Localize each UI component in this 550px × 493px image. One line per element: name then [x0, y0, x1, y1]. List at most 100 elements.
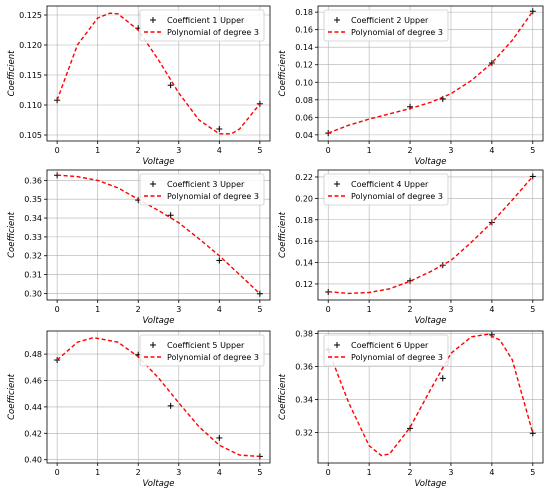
y-tick-label: 0.20 [295, 194, 313, 203]
legend-label: Polynomial of degree 3 [167, 28, 259, 37]
data-point-4 [529, 430, 536, 437]
legend-box [139, 173, 265, 206]
x-tick-label: 1 [367, 305, 372, 314]
y-tick-label: 0.46 [24, 377, 42, 386]
x-tick-label: 0 [55, 468, 60, 477]
y-tick-label: 0.42 [24, 429, 42, 438]
y-tick-label: 0.36 [295, 362, 313, 371]
legend-label: Polynomial of degree 3 [351, 192, 443, 201]
data-point-2 [167, 402, 174, 409]
subplot-1: 0 1 2 3 4 5 0.105 0.110 0.115 0.120 0.125 Voltage Co… [7, 5, 271, 167]
y-tick-label: 0.33 [24, 233, 42, 242]
y-tick-label: 0.14 [295, 43, 313, 52]
x-tick-label: 2 [136, 305, 141, 314]
plot-frame [46, 169, 271, 301]
x-tick-label: 2 [136, 146, 141, 155]
subplot-6: 0 1 2 3 4 5 0.32 0.34 0.36 0.38 Voltage Coefficient… [278, 329, 544, 489]
x-tick-label: 4 [217, 305, 222, 314]
y-tick-label: 0.120 [19, 41, 42, 50]
y-tick-label: 0.06 [295, 113, 313, 122]
subplot-4: 0 1 2 3 4 5 0.12 0.14 0.16 0.18 0.20 0.22 Voltage Coe… [278, 169, 544, 326]
x-tick-label: 1 [367, 468, 372, 477]
legend-label: Coefficient 2 Upper [351, 16, 429, 25]
x-tick-label: 0 [55, 305, 60, 314]
data-point-3 [488, 59, 495, 66]
x-axis-label: Voltage [142, 316, 174, 326]
legend: Coefficient 5 Upper Polynomial of degree … [139, 334, 265, 367]
plot-frame [46, 330, 271, 464]
legend: Coefficient 2 Upper Polynomial of degree … [323, 9, 449, 42]
data-point-2 [167, 82, 174, 89]
y-tick-label: 0.44 [24, 403, 42, 412]
data-point-4 [529, 8, 536, 15]
y-tick-label: 0.12 [295, 61, 313, 70]
subplot-3: 0 1 2 3 4 5 0.30 0.31 0.32 0.33 0.34 0.35 0.36 Voltag… [7, 169, 271, 326]
y-tick-label: 0.16 [295, 237, 313, 246]
y-tick-label: 0.34 [24, 214, 42, 223]
x-tick-label: 3 [176, 146, 181, 155]
legend: Coefficient 6 Upper Polynomial of degree … [323, 334, 449, 367]
y-axis-label: Coefficient [278, 50, 288, 97]
x-tick-label: 3 [176, 305, 181, 314]
x-tick-label: 5 [257, 305, 262, 314]
y-tick-label: 0.22 [295, 173, 313, 182]
fit-curve [57, 174, 261, 295]
y-tick-label: 0.125 [19, 11, 42, 20]
plot-frame [46, 5, 271, 142]
y-tick-label: 0.110 [19, 101, 42, 110]
y-tick-label: 0.48 [24, 350, 42, 359]
x-tick-label: 0 [326, 468, 331, 477]
x-tick-label: 1 [367, 146, 372, 155]
legend-box [139, 9, 265, 42]
legend: Coefficient 4 Upper Polynomial of degree … [323, 173, 449, 206]
legend: Coefficient 1 Upper Polynomial of degree … [139, 9, 265, 42]
x-tick-label: 0 [55, 146, 60, 155]
x-axis-label: Voltage [142, 157, 174, 167]
plot-frame [317, 5, 544, 142]
y-axis-label: Coefficient [7, 373, 17, 420]
legend-label: Coefficient 6 Upper [351, 341, 429, 350]
y-tick-label: 0.34 [295, 395, 313, 404]
x-tick-label: 0 [326, 305, 331, 314]
data-point-4 [529, 173, 536, 180]
fit-curve [327, 333, 534, 457]
y-axis-label: Coefficient [278, 373, 288, 420]
y-tick-label: 0.105 [19, 131, 42, 140]
y-axis-label: Coefficient [278, 211, 288, 258]
data-point-3 [216, 257, 223, 264]
y-tick-label: 0.08 [295, 96, 313, 105]
legend-label: Polynomial of degree 3 [351, 353, 443, 362]
x-tick-label: 1 [95, 468, 100, 477]
x-tick-label: 2 [136, 468, 141, 477]
x-tick-label: 4 [217, 146, 222, 155]
x-tick-label: 1 [95, 146, 100, 155]
x-axis-label: Voltage [414, 316, 446, 326]
legend-label: Coefficient 4 Upper [351, 180, 429, 189]
legend-label: Coefficient 5 Upper [167, 341, 245, 350]
x-tick-label: 3 [176, 468, 181, 477]
subplot-5: 0 1 2 3 4 5 0.40 0.42 0.44 0.46 0.48 Voltage Coeffic… [7, 330, 271, 489]
x-tick-label: 3 [448, 305, 453, 314]
y-tick-label: 0.16 [295, 26, 313, 35]
y-tick-label: 0.04 [295, 131, 313, 140]
legend-box [323, 9, 449, 42]
y-tick-label: 0.31 [24, 271, 42, 280]
fit-curve [327, 10, 534, 134]
x-tick-label: 5 [530, 146, 535, 155]
legend-label: Polynomial of degree 3 [167, 192, 259, 201]
legend-label: Coefficient 3 Upper [167, 180, 245, 189]
y-tick-label: 0.40 [24, 456, 42, 465]
plot-frame [317, 169, 544, 301]
x-tick-label: 2 [407, 468, 412, 477]
y-tick-label: 0.14 [295, 259, 313, 268]
x-axis-label: Voltage [414, 479, 446, 489]
y-tick-label: 0.38 [295, 329, 313, 338]
x-tick-label: 4 [489, 146, 494, 155]
legend-label: Polynomial of degree 3 [167, 353, 259, 362]
legend-box [323, 173, 449, 206]
y-axis-label: Coefficient [7, 50, 17, 97]
x-tick-label: 5 [257, 468, 262, 477]
fit-curve [56, 12, 261, 135]
y-axis-label: Coefficient [7, 211, 17, 258]
data-point-3 [216, 126, 223, 132]
